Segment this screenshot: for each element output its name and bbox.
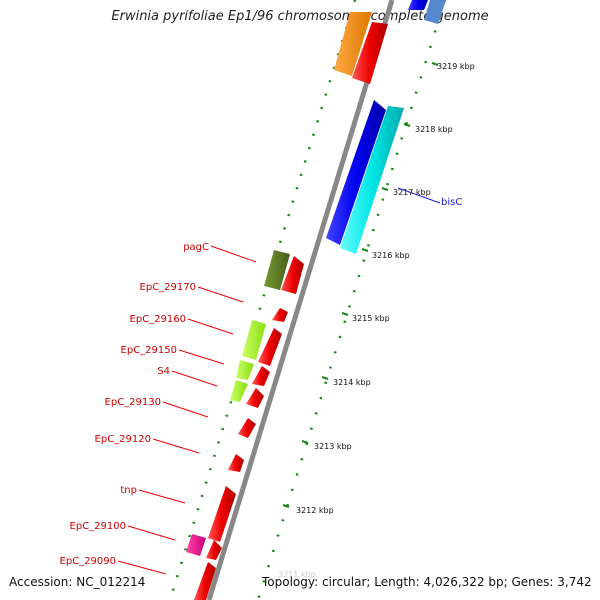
kbp-label: 3215 kbp <box>352 314 390 323</box>
kbp-label: 3216 kbp <box>372 251 410 260</box>
gene-label-tnp: tnp <box>120 485 137 496</box>
gene-feature-red <box>252 366 270 386</box>
gene-feature-lime <box>242 320 266 360</box>
gene-feature-red-top <box>352 22 388 84</box>
gene-label-EpC_29150: EpC_29150 <box>121 345 177 356</box>
kbp-tick <box>361 248 369 252</box>
gene-feature-red <box>208 486 236 542</box>
gene-feature-magenta <box>186 534 206 556</box>
gene-feature-red <box>228 454 244 472</box>
kbp-label: 3219 kbp <box>437 62 475 71</box>
gene-feature-steel-top <box>424 0 446 24</box>
gene-feature-blue <box>326 100 386 245</box>
gene-feature-red <box>206 540 222 560</box>
gene-feature-cyan <box>340 106 404 254</box>
gene-feature-red <box>246 388 264 408</box>
kbp-tick <box>341 312 349 316</box>
map-title: Erwinia pyrifoliae Ep1/96 chromosome, co… <box>111 9 489 24</box>
gene-feature-red <box>238 418 256 438</box>
kbp-label: 3218 kbp <box>415 125 453 134</box>
gene-feature-red <box>258 328 282 366</box>
gene-label-EpC_29100: EpC_29100 <box>70 521 126 532</box>
gene-label-connector <box>117 560 167 575</box>
gene-label-EpC_29090: EpC_29090 <box>60 556 116 567</box>
kbp-label: 3212 kbp <box>296 506 334 515</box>
gene-feature-blue-top <box>408 0 428 10</box>
gene-label-connector <box>197 286 244 303</box>
gene-label-EpC_29130: EpC_29130 <box>105 397 161 408</box>
gene-label-EpC_29170: EpC_29170 <box>140 282 196 293</box>
gene-feature-orange <box>334 12 372 76</box>
gene-label-connector <box>162 401 209 418</box>
kbp-tick <box>403 123 411 127</box>
kbp-label: 3214 kbp <box>333 378 371 387</box>
gene-label-connector <box>187 318 234 335</box>
gene-label-connector <box>138 489 186 504</box>
gene-label-connector <box>152 438 200 454</box>
gene-feature-lime <box>230 380 248 402</box>
gene-label-connector <box>178 349 225 365</box>
genome-backbone <box>206 0 395 600</box>
gene-feature-red <box>194 562 216 600</box>
gene-label-EpC_29160: EpC_29160 <box>130 314 186 325</box>
kbp-tick <box>431 62 439 66</box>
bisC-connector <box>397 187 441 204</box>
gene-label-pagC: pagC <box>183 242 209 253</box>
kbp-label: 3213 kbp <box>314 442 352 451</box>
gene-feature-red <box>281 256 304 294</box>
kbp-tick <box>282 504 290 508</box>
gene-feature-red <box>272 308 288 322</box>
gene-feature-lime <box>236 360 254 380</box>
kbp-tick <box>381 187 389 191</box>
gene-label-S4: S4 <box>157 366 170 377</box>
gene-feature-olive <box>264 250 290 290</box>
gene-label-bisC: bisC <box>441 197 462 208</box>
kbp-tick <box>321 376 329 380</box>
gene-label-connector <box>210 245 257 263</box>
gene-label-EpC_29120: EpC_29120 <box>95 434 151 445</box>
accession-text: Accession: NC_012214 <box>9 575 146 589</box>
gene-label-connector <box>171 370 218 387</box>
kbp-tick <box>301 440 309 444</box>
gene-label-connector <box>127 525 176 541</box>
topology-text: Topology: circular; Length: 4,026,322 bp… <box>262 575 592 589</box>
outer-tick-track <box>256 0 447 600</box>
kbp-label: 3211 kbp <box>278 570 316 579</box>
